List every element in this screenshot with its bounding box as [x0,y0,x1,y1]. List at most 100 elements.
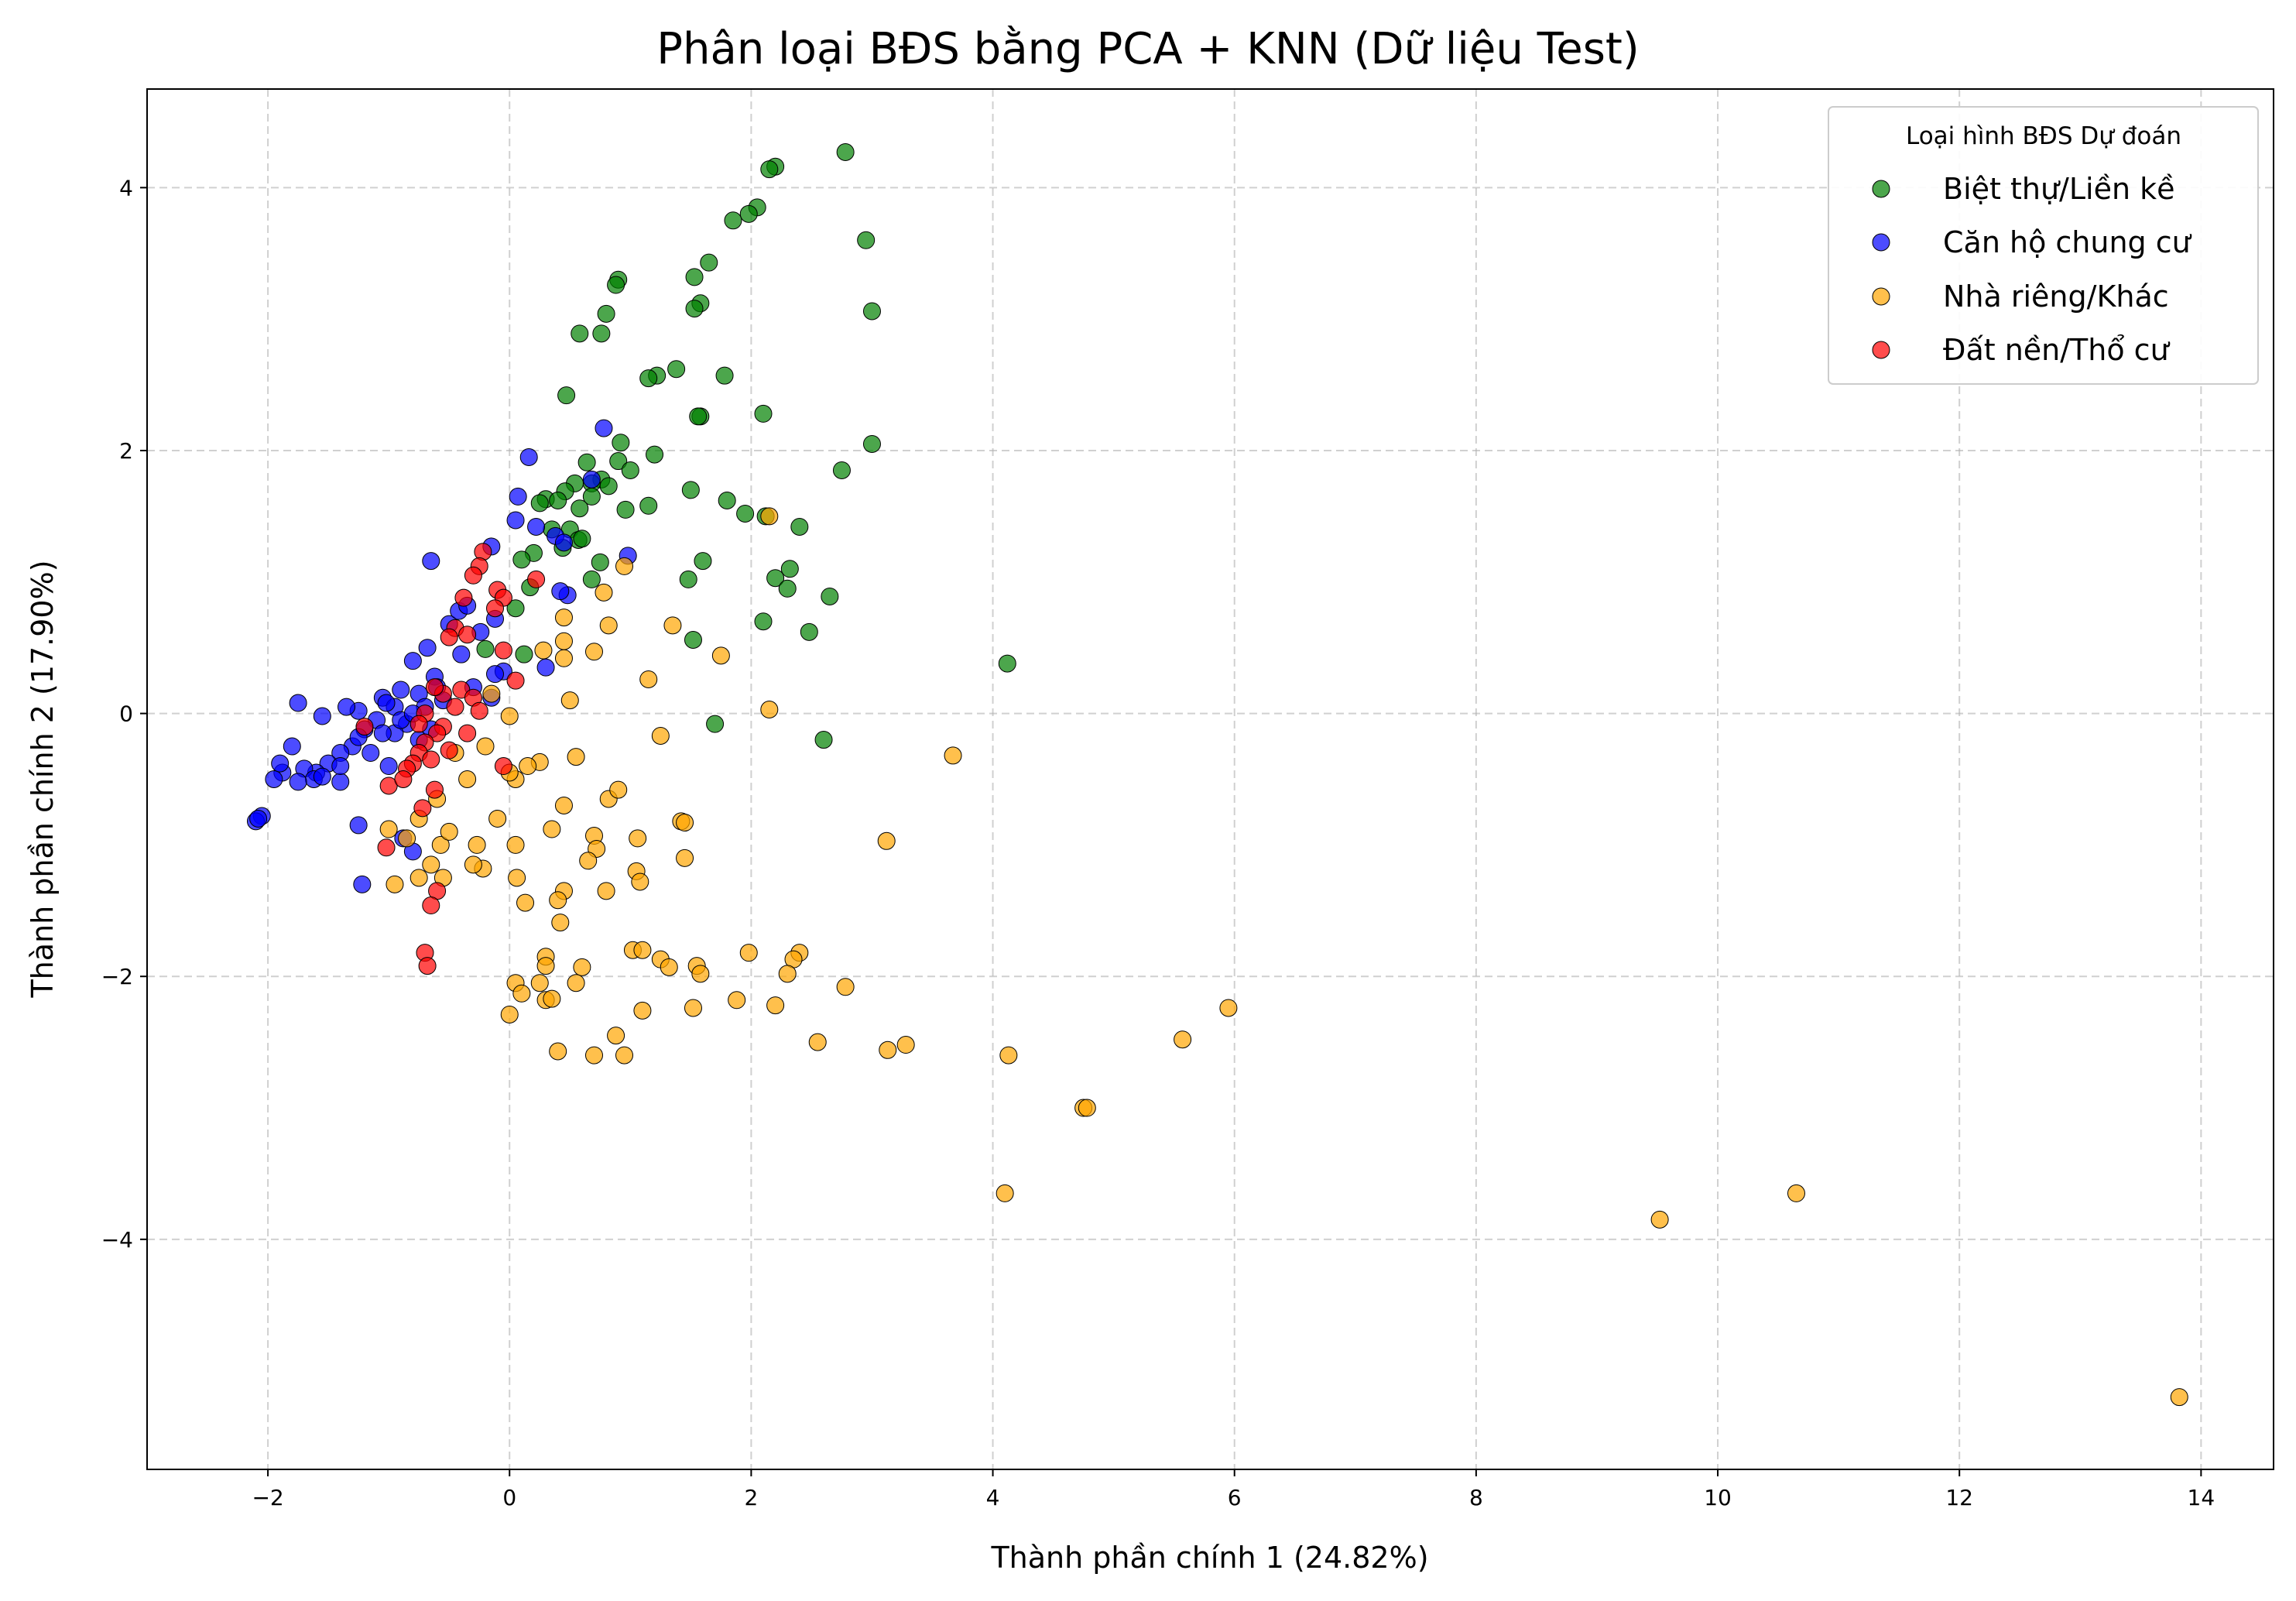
y-tick-label: −4 [101,1227,133,1253]
data-point [597,304,615,323]
data-point [684,631,702,650]
data-point [639,369,658,388]
data-point [607,1027,625,1045]
x-tick-label: 10 [1704,1485,1732,1510]
data-point [639,496,658,515]
data-point [494,757,512,776]
data-point [821,587,839,605]
data-point [476,737,495,756]
data-point [684,999,702,1017]
data-point [808,1033,827,1051]
data-point [470,701,488,720]
data-point [440,628,458,646]
data-point [736,504,755,523]
data-point [629,829,647,848]
data-point [551,582,570,601]
data-point [681,481,700,499]
data-point [413,799,432,818]
data-point [458,626,477,644]
data-point [715,366,734,385]
data-point [691,965,710,983]
data-point [2170,1388,2188,1407]
data-point [996,1184,1014,1202]
data-point [500,1005,519,1023]
data-point [651,726,670,745]
data-point [646,445,664,464]
data-point [836,978,855,996]
data-point [422,552,440,571]
x-tick-label: 4 [986,1485,1000,1510]
data-point [857,231,876,249]
axis-ticks: −2 0 2 4 6 8 10 12 14 −4 −2 0 2 4 [101,175,2215,1510]
data-point [814,731,833,749]
data-point [530,974,549,992]
data-point [519,447,538,466]
y-tick-label: 4 [119,175,133,201]
data-point [582,570,601,588]
data-point [760,507,779,526]
data-point [862,302,881,321]
legend-entry: Đất nền/Thổ cư [1872,333,2171,367]
legend-entry: Căn hộ chung cư [1872,225,2192,259]
data-point [557,386,576,405]
x-tick-label: −2 [252,1485,283,1510]
data-point [516,893,535,912]
series-group [476,143,1016,749]
data-point [422,750,440,769]
y-tick-label: 2 [119,438,133,464]
legend-entry: Biệt thự/Liền kề [1872,172,2175,206]
data-point [700,253,718,272]
data-point [663,616,682,635]
data-point [313,707,331,725]
data-point [1174,1030,1192,1049]
data-point [508,869,526,887]
data-point [780,560,799,578]
data-point [728,991,746,1010]
data-point [567,748,585,766]
data-point [689,407,708,426]
data-point [527,570,546,588]
data-point [425,678,444,697]
data-point [633,1001,652,1020]
data-point [571,324,589,343]
x-tick-label: 0 [502,1485,516,1510]
legend-label: Đất nền/Thổ cư [1943,333,2171,367]
data-point [373,724,392,742]
legend-label: Biệt thự/Liền kề [1943,172,2175,206]
data-point [379,820,398,838]
legend-entry: Nhà riêng/Khác [1872,279,2169,314]
data-point [609,780,628,799]
y-tick-label: 0 [119,701,133,727]
data-point [468,835,486,854]
x-axis-title: Thành phần chính 1 (24.82%) [990,1541,1428,1575]
data-point [515,645,533,663]
data-point [271,754,290,773]
data-point [616,500,635,519]
legend-label: Nhà riêng/Khác [1943,279,2169,314]
data-point [549,891,567,910]
x-tick-label: 14 [2188,1485,2215,1510]
data-point [766,996,785,1015]
data-point [554,632,573,650]
data-point [500,707,519,725]
data-point [832,461,851,479]
data-point [896,1036,915,1054]
data-point [599,477,618,495]
data-point [754,404,773,423]
data-point [944,746,962,765]
data-point [506,599,525,618]
data-point [584,643,603,661]
data-point [431,835,450,854]
data-point [554,649,573,667]
data-point [790,517,809,536]
data-point [486,599,505,618]
data-point [554,796,573,814]
data-point [595,583,613,602]
data-point [711,646,730,665]
data-point [1650,1210,1669,1229]
chart-title: Phân loại BĐS bằng PCA + KNN (Dữ liệu Te… [656,24,1640,74]
data-point [506,671,525,690]
legend: Loại hình BĐS Dự đoán Biệt thự/Liền kề C… [1828,106,2259,385]
